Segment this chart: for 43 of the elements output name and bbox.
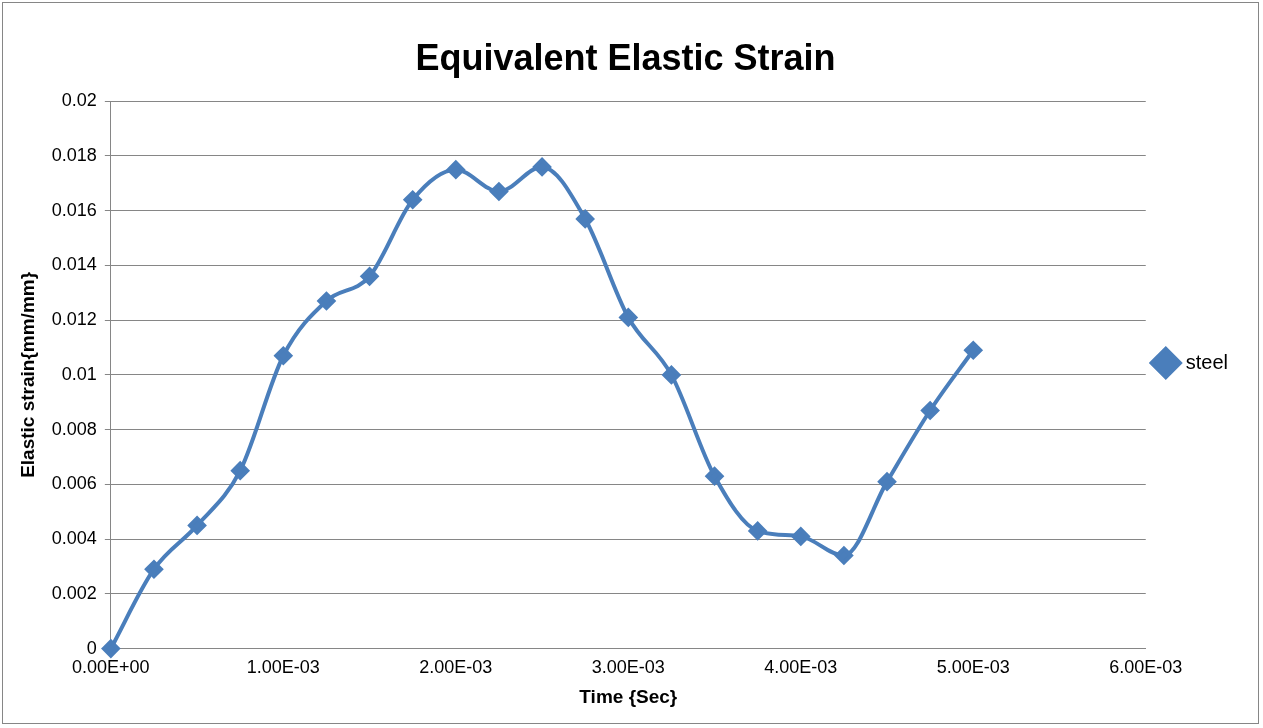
y-tick-label: 0.002	[51, 582, 97, 603]
y-tick-label: 0.008	[51, 418, 97, 439]
point	[705, 467, 724, 486]
x-tick-label: 0.00E+00	[72, 657, 150, 678]
point	[834, 546, 853, 565]
x-tick-label: 4.00E-03	[764, 657, 838, 678]
y-tick-label: 0.006	[51, 473, 97, 494]
x-tick-label: 3.00E-03	[591, 657, 665, 678]
point	[446, 160, 465, 179]
y-tick-label: 0.012	[51, 309, 97, 330]
y-axis-title: Elastic strain{mm/mm}	[16, 271, 38, 478]
point	[921, 401, 940, 420]
point	[101, 639, 120, 658]
point	[878, 472, 897, 491]
y-tick-label: 0.004	[51, 528, 97, 549]
y-tick-label: 0.018	[51, 144, 97, 165]
point	[791, 527, 810, 546]
y-tick-label: 0.014	[51, 254, 97, 275]
point	[360, 267, 379, 286]
y-tick-label: 0.016	[51, 199, 97, 220]
y-tick-label: 0.02	[61, 90, 97, 111]
legend-label: steel	[1185, 350, 1228, 373]
y-tick-label: 0	[86, 637, 97, 658]
point	[144, 560, 163, 579]
point	[576, 209, 595, 228]
x-tick-label: 2.00E-03	[419, 657, 493, 678]
x-tick-label: 5.00E-03	[936, 657, 1010, 678]
point	[274, 346, 293, 365]
point	[964, 341, 983, 360]
point	[317, 292, 336, 310]
point	[533, 157, 552, 176]
chart-title: Equivalent Elastic Strain	[415, 36, 836, 78]
x-tick-label: 1.00E-03	[246, 657, 320, 678]
point	[403, 190, 422, 209]
point	[619, 308, 638, 327]
x-axis-title: Time {Sec}	[579, 685, 678, 707]
point	[188, 516, 207, 535]
point	[748, 521, 767, 540]
point	[489, 182, 508, 201]
point	[231, 461, 250, 480]
x-tick-label: 6.00E-03	[1109, 657, 1183, 678]
point	[662, 365, 681, 384]
y-tick-label: 0.01	[61, 363, 97, 384]
